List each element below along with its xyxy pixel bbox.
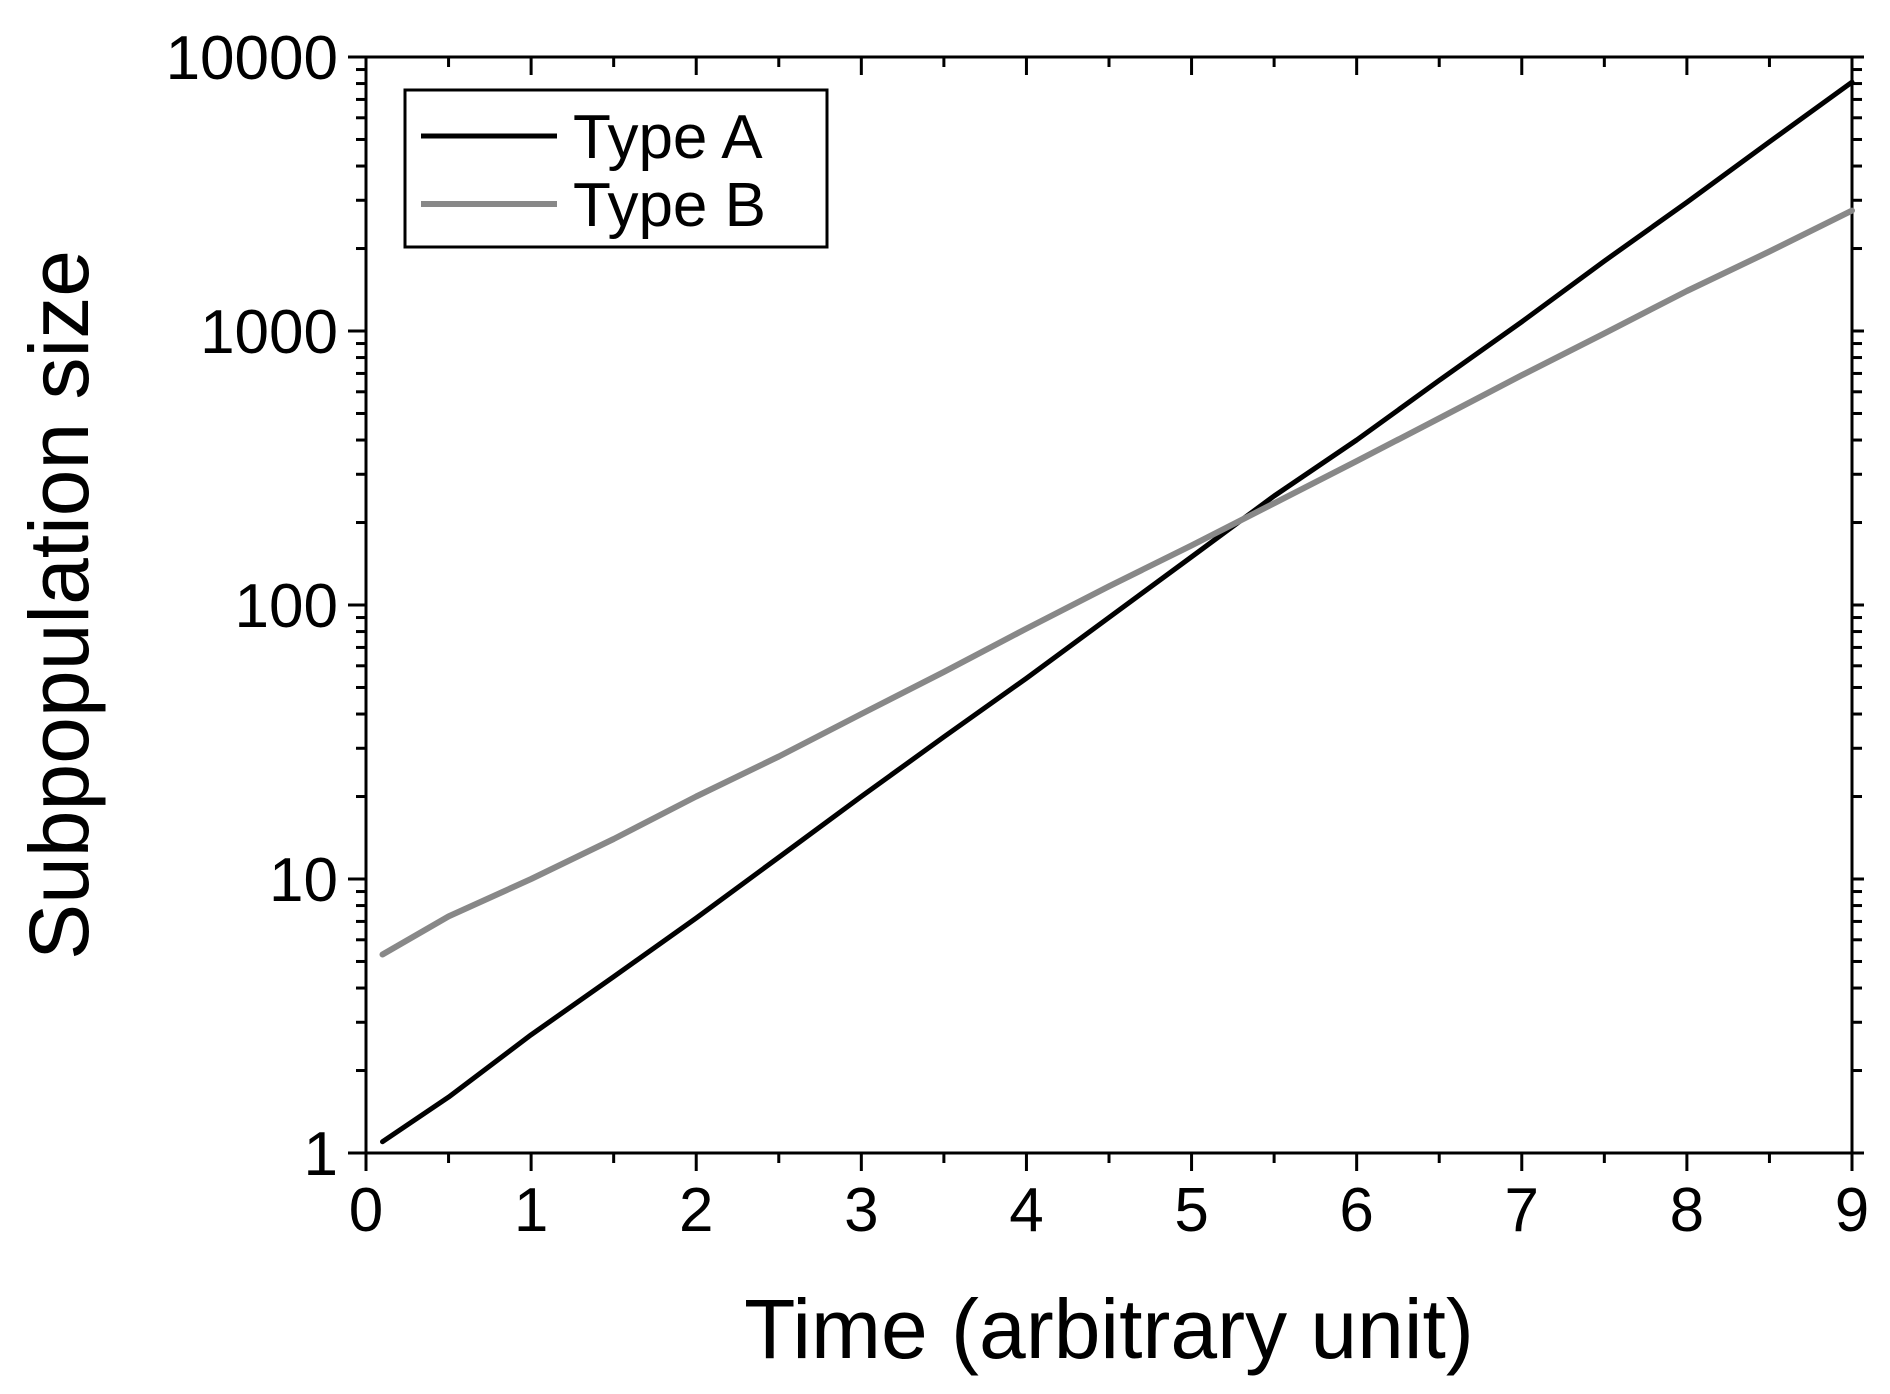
series-lines [379,79,1855,1145]
x-tick-label: 6 [1339,1176,1373,1245]
x-tick-label: 9 [1835,1176,1869,1245]
legend-label-type-a: Type A [573,103,763,172]
y-tick-label: 10 [269,846,338,915]
x-tick-label: 0 [349,1176,383,1245]
legend-label-type-b: Type B [573,171,766,240]
y-tick-label: 1000 [200,298,338,367]
series-line-type-b [379,207,1855,958]
y-axis-title: Subpopulation size [12,250,106,960]
x-tick-label: 3 [844,1176,878,1245]
x-tick-label: 4 [1009,1176,1043,1245]
legend-box [403,88,829,249]
x-tick-label: 7 [1505,1176,1539,1245]
y-tick-label: 100 [235,572,338,641]
series-line-type-a [380,79,1855,1145]
x-tick-label: 8 [1670,1176,1704,1245]
axis-ticks [348,55,1864,1171]
x-tick-label: 1 [514,1176,548,1245]
y-tick-label: 1 [304,1120,338,1189]
x-tick-label: 2 [679,1176,713,1245]
y-tick-label: 10000 [166,24,338,93]
x-tick-label: 5 [1174,1176,1208,1245]
x-axis-title: Time (arbitrary unit) [744,1282,1474,1376]
